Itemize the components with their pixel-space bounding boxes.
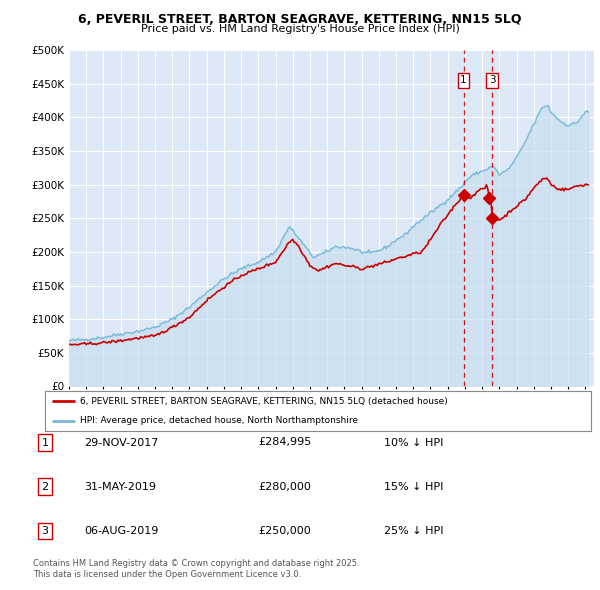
Text: 3: 3 (41, 526, 49, 536)
Text: £280,000: £280,000 (258, 482, 311, 491)
Text: 6, PEVERIL STREET, BARTON SEAGRAVE, KETTERING, NN15 5LQ: 6, PEVERIL STREET, BARTON SEAGRAVE, KETT… (78, 13, 522, 26)
Text: 2: 2 (41, 482, 49, 491)
Text: £284,995: £284,995 (258, 438, 311, 447)
Text: This data is licensed under the Open Government Licence v3.0.: This data is licensed under the Open Gov… (33, 570, 301, 579)
Text: 1: 1 (41, 438, 49, 447)
Text: 06-AUG-2019: 06-AUG-2019 (84, 526, 158, 536)
Text: 29-NOV-2017: 29-NOV-2017 (84, 438, 158, 447)
Text: Price paid vs. HM Land Registry's House Price Index (HPI): Price paid vs. HM Land Registry's House … (140, 24, 460, 34)
Text: HPI: Average price, detached house, North Northamptonshire: HPI: Average price, detached house, Nort… (80, 416, 358, 425)
Text: Contains HM Land Registry data © Crown copyright and database right 2025.: Contains HM Land Registry data © Crown c… (33, 559, 359, 568)
Text: 25% ↓ HPI: 25% ↓ HPI (384, 526, 443, 536)
Text: 1: 1 (460, 76, 467, 86)
Text: £250,000: £250,000 (258, 526, 311, 536)
Text: 15% ↓ HPI: 15% ↓ HPI (384, 482, 443, 491)
Text: 6, PEVERIL STREET, BARTON SEAGRAVE, KETTERING, NN15 5LQ (detached house): 6, PEVERIL STREET, BARTON SEAGRAVE, KETT… (80, 397, 448, 406)
Text: 31-MAY-2019: 31-MAY-2019 (84, 482, 156, 491)
Text: 3: 3 (489, 76, 496, 86)
Text: 10% ↓ HPI: 10% ↓ HPI (384, 438, 443, 447)
